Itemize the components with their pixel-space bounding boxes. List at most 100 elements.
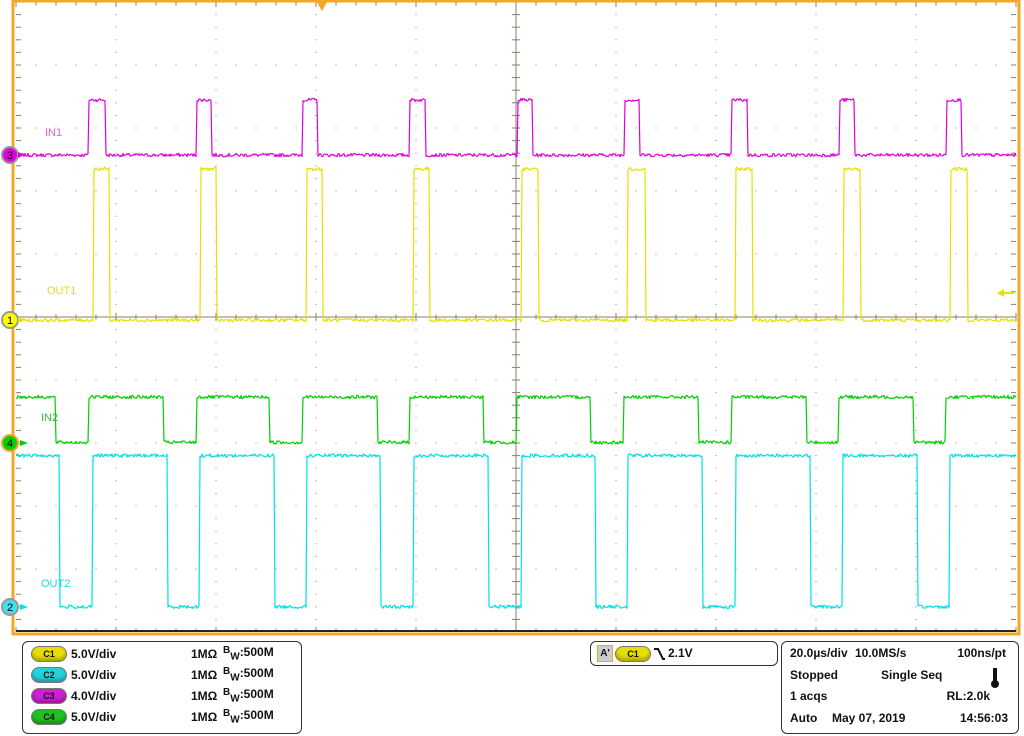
grid-dot [315, 127, 317, 129]
grid-dot [715, 404, 717, 406]
grid-dot [715, 341, 717, 343]
channel-4-settings[interactable]: C4 5.0V/div 1MΩ BW:500M [31, 708, 274, 726]
grid-dot [115, 64, 117, 66]
grid-dot [915, 417, 917, 419]
grid-dot [935, 64, 937, 66]
grid-dot [895, 568, 897, 570]
channel-4-marker[interactable]: 4 [1, 434, 28, 452]
grid-dot [915, 505, 917, 507]
grid-dot [755, 253, 757, 255]
grid-dot [655, 64, 657, 66]
grid-dot [975, 442, 977, 444]
grid-dot [75, 568, 77, 570]
grid-dot [715, 102, 717, 104]
grid-dot [695, 190, 697, 192]
grid-dot [615, 366, 617, 368]
channel-3-settings[interactable]: C3 4.0V/div 1MΩ BW:500M [31, 687, 274, 705]
waveform-display: IN1 OUT1 IN2 OUT2 3 1 4 2 [1, 0, 1021, 636]
grid-dot [115, 341, 117, 343]
grid-dot [915, 366, 917, 368]
grid-dot [635, 127, 637, 129]
acquisition-count: 1 acqs [790, 689, 828, 703]
grid-dot [755, 127, 757, 129]
grid-dot [315, 215, 317, 217]
grid-dot [215, 127, 217, 129]
grid-dot [615, 240, 617, 242]
grid-dot [715, 455, 717, 457]
grid-dot [935, 253, 937, 255]
grid-dot [475, 442, 477, 444]
channel-1-settings[interactable]: C1 5.0V/div 1MΩ BW:500M [31, 645, 274, 663]
grid-dot [35, 505, 37, 507]
trigger-level-marker[interactable] [997, 289, 1014, 297]
grid-dot [815, 240, 817, 242]
grid-dot [335, 442, 337, 444]
grid-dot [855, 127, 857, 129]
timebase[interactable]: 20.0µs/div [790, 646, 848, 660]
grid-dot [575, 253, 577, 255]
grid-dot [495, 505, 497, 507]
grid-dot [975, 379, 977, 381]
grid-dot [115, 77, 117, 79]
grid-dot [235, 568, 237, 570]
date: May 07, 2019 [832, 711, 906, 725]
grid-dot [435, 442, 437, 444]
grid-dot [475, 568, 477, 570]
grid-dot [295, 505, 297, 507]
grid-dot [915, 442, 917, 444]
grid-dot [695, 568, 697, 570]
grid-dot [315, 77, 317, 79]
grid-dot [715, 555, 717, 557]
grid-dot [815, 530, 817, 532]
grid-dot [615, 392, 617, 394]
grid-dot [415, 266, 417, 268]
trace-out1 [15, 166, 1017, 323]
channel-1-badge[interactable]: C1 [31, 646, 67, 662]
grid-dot [215, 392, 217, 394]
channel-2-settings[interactable]: C2 5.0V/div 1MΩ BW:500M [31, 666, 274, 684]
grid-dot [75, 505, 77, 507]
grid-dot [815, 303, 817, 305]
grid-dot [75, 442, 77, 444]
trigger-position-marker[interactable] [317, 2, 327, 11]
grid-dot [315, 140, 317, 142]
grid-dot [195, 190, 197, 192]
grid-dot [895, 253, 897, 255]
grid-dot [415, 51, 417, 53]
channel-4-badge[interactable]: C4 [31, 709, 67, 725]
sequence-mode: Single Seq [881, 668, 943, 682]
grid-dot [755, 442, 757, 444]
grid-dot [555, 379, 557, 381]
grid-dot [115, 266, 117, 268]
grid-dot [615, 177, 617, 179]
grid-dot [115, 467, 117, 469]
grid-dot [115, 417, 117, 419]
channel-3-marker[interactable]: 3 [1, 146, 24, 164]
channel-1-marker[interactable]: 1 [1, 311, 24, 329]
grid-dot [215, 278, 217, 280]
grid-dot [875, 379, 877, 381]
grid-dot [435, 64, 437, 66]
channel-2-badge[interactable]: C2 [31, 667, 67, 683]
grid-dot [995, 253, 997, 255]
grid-dot [615, 480, 617, 482]
graticule [15, 1, 1017, 632]
grid-dot [635, 568, 637, 570]
grid-dot [115, 228, 117, 230]
grid-dot [695, 505, 697, 507]
trigger-source-badge: C1 [615, 646, 651, 662]
grid-dot [215, 51, 217, 53]
grid-dot [415, 240, 417, 242]
grid-dot [435, 127, 437, 129]
grid-dot [115, 291, 117, 293]
channel-3-badge[interactable]: C3 [31, 688, 67, 704]
grid-dot [315, 480, 317, 482]
channel-2-marker[interactable]: 2 [1, 598, 28, 616]
grid-dot [115, 618, 117, 620]
grid-dot [355, 505, 357, 507]
channel-1-marker-label: 1 [7, 315, 13, 327]
grid-dot [975, 64, 977, 66]
trigger-panel[interactable]: A' C1 2.1V [590, 641, 778, 666]
grid-dot [715, 14, 717, 16]
channel-4-bandwidth: BW:500M [223, 708, 274, 726]
